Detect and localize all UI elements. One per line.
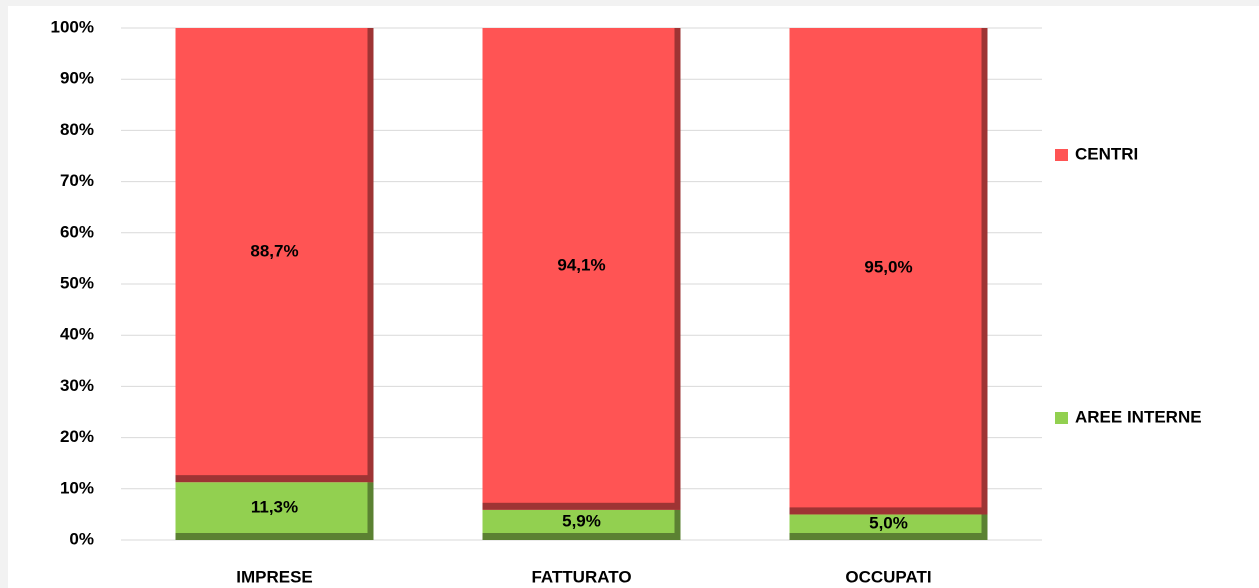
legend-label: AREE INTERNE	[1075, 407, 1202, 426]
bar-shade	[482, 533, 681, 540]
bar-shade	[674, 509, 681, 540]
legend-swatch	[1055, 149, 1068, 161]
bar-shade	[789, 533, 988, 540]
data-label: 11,3%	[251, 498, 298, 517]
y-tick-label: 30%	[60, 376, 94, 395]
bar-segment	[789, 28, 988, 515]
data-label: 94,1%	[557, 255, 605, 274]
bar-shade	[789, 507, 988, 515]
y-tick-label: 50%	[60, 273, 94, 292]
bar-shade	[981, 28, 988, 515]
legend-label: CENTRI	[1075, 144, 1138, 163]
bar-segment	[175, 482, 374, 540]
data-label: 88,7%	[250, 242, 298, 261]
bar-shade	[367, 482, 374, 540]
y-tick-label: 10%	[60, 478, 94, 497]
x-tick-label: IMPRESE	[236, 567, 313, 586]
data-label: 5,0%	[869, 514, 908, 533]
y-tick-label: 90%	[60, 69, 94, 88]
bar-shade	[175, 475, 374, 483]
bar-segment	[175, 28, 374, 483]
y-tick-label: 80%	[60, 120, 94, 139]
y-tick-label: 100%	[51, 17, 94, 36]
bar-segment	[482, 28, 681, 510]
y-tick-label: 20%	[60, 427, 94, 446]
bar-shade	[367, 28, 374, 483]
bar-shade	[981, 514, 988, 540]
legend-swatch	[1055, 412, 1068, 424]
bar-shade	[175, 533, 374, 540]
x-tick-label: FATTURATO	[531, 567, 631, 586]
y-tick-label: 40%	[60, 325, 94, 344]
y-tick-label: 60%	[60, 222, 94, 241]
data-label: 5,9%	[562, 511, 601, 530]
bar-shade	[482, 502, 681, 510]
y-tick-label: 70%	[60, 171, 94, 190]
data-label: 95,0%	[864, 258, 912, 277]
x-tick-label: OCCUPATI	[845, 567, 931, 586]
y-tick-label: 0%	[69, 529, 94, 548]
bar-shade	[674, 28, 681, 510]
